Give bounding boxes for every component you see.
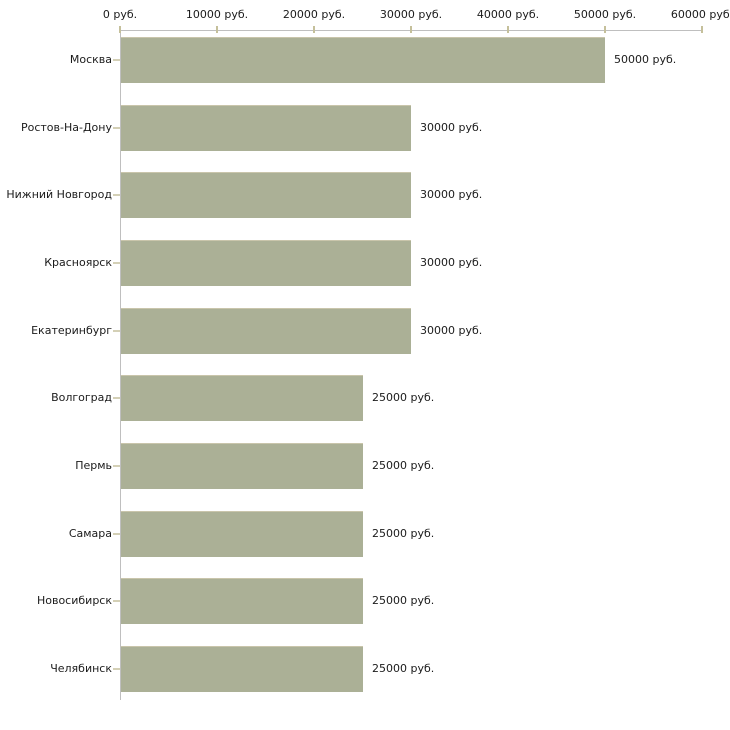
x-axis-tick-mark xyxy=(604,26,606,33)
category-label: Челябинск xyxy=(50,662,112,675)
value-label: 30000 руб. xyxy=(420,121,483,134)
category-tick-mark xyxy=(113,127,120,129)
x-axis-tick-mark xyxy=(119,26,121,33)
bar xyxy=(121,375,363,421)
x-axis-tick-mark xyxy=(507,26,509,33)
category-tick-mark xyxy=(113,533,120,535)
category-label: Новосибирск xyxy=(36,594,112,607)
value-label: 50000 руб. xyxy=(614,53,677,66)
x-axis-tick-label: 0 руб. xyxy=(102,8,138,21)
x-axis-tick-label: 60000 руб. xyxy=(670,8,730,21)
category-tick-mark xyxy=(113,465,120,467)
category-tick-mark xyxy=(113,668,120,670)
value-label: 25000 руб. xyxy=(372,594,435,607)
x-axis-tick-label: 40000 руб. xyxy=(476,8,540,21)
category-label: Самара xyxy=(68,527,112,540)
bar xyxy=(121,443,363,489)
category-tick-mark xyxy=(113,330,120,332)
value-label: 25000 руб. xyxy=(372,391,435,404)
category-label: Москва xyxy=(69,53,112,66)
y-axis-line xyxy=(120,30,121,700)
bar xyxy=(121,578,363,624)
bar xyxy=(121,105,411,151)
category-tick-mark xyxy=(113,262,120,264)
value-label: 30000 руб. xyxy=(420,324,483,337)
bar xyxy=(121,172,411,218)
category-label: Екатеринбург xyxy=(31,324,112,337)
value-label: 30000 руб. xyxy=(420,256,483,269)
x-axis-tick-label: 20000 руб. xyxy=(282,8,346,21)
bar xyxy=(121,308,411,354)
bar xyxy=(121,511,363,557)
category-tick-mark xyxy=(113,59,120,61)
category-tick-mark xyxy=(113,194,120,196)
category-label: Красноярск xyxy=(44,256,112,269)
bar xyxy=(121,240,411,286)
value-label: 25000 руб. xyxy=(372,527,435,540)
x-axis-tick-mark xyxy=(216,26,218,33)
category-tick-mark xyxy=(113,397,120,399)
x-axis-tick-mark xyxy=(410,26,412,33)
x-axis-tick-label: 30000 руб. xyxy=(379,8,443,21)
value-label: 25000 руб. xyxy=(372,459,435,472)
bar xyxy=(121,37,605,83)
category-label: Ростов-На-Дону xyxy=(20,121,112,134)
x-axis-tick-label: 10000 руб. xyxy=(185,8,249,21)
x-axis-tick-mark xyxy=(313,26,315,33)
value-label: 25000 руб. xyxy=(372,662,435,675)
category-tick-mark xyxy=(113,600,120,602)
category-label: Нижний Новгород xyxy=(6,188,112,201)
value-label: 30000 руб. xyxy=(420,188,483,201)
x-axis-tick-label: 50000 руб. xyxy=(573,8,637,21)
category-label: Волгоград xyxy=(51,391,112,404)
x-axis-tick-mark xyxy=(701,26,703,33)
bar xyxy=(121,646,363,692)
category-label: Пермь xyxy=(75,459,112,472)
